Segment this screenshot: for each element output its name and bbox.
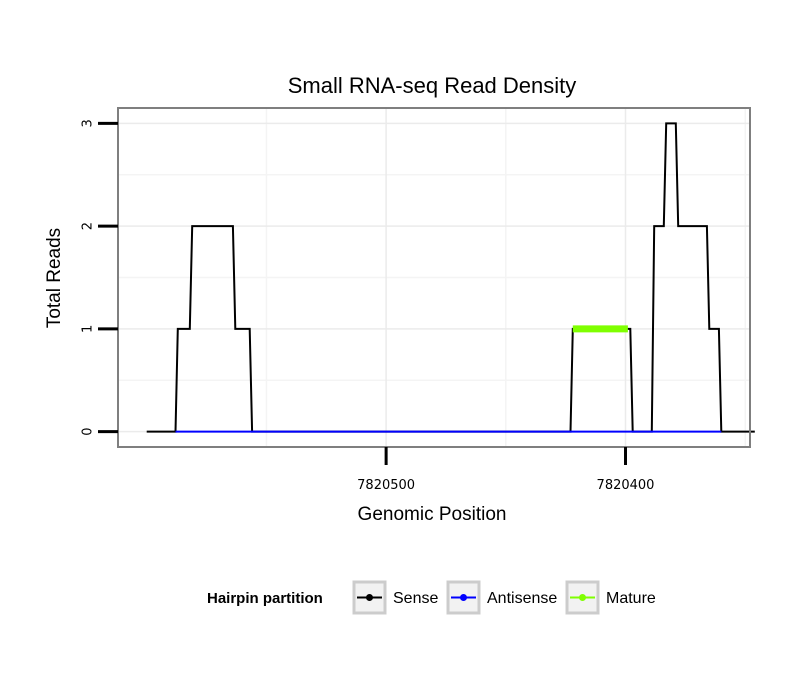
legend-label-sense: Sense [393, 590, 438, 607]
x-axis-title: Genomic Position [358, 504, 507, 525]
minor-grid [118, 108, 750, 447]
y-tick-label-2: 2 [81, 222, 96, 230]
legend-item-sense: Sense [352, 580, 438, 615]
x-axis: 7820500 7820400 [357, 447, 654, 493]
legend-label-mature: Mature [606, 590, 656, 607]
legend-label-antisense: Antisense [487, 590, 557, 607]
y-tick-label-1: 1 [81, 325, 96, 333]
y-axis: 0 1 2 3 [81, 119, 118, 436]
legend: Hairpin partition Sense Antisense Mature [207, 580, 656, 615]
legend-item-mature: Mature [565, 580, 656, 615]
legend-title: Hairpin partition [207, 590, 323, 607]
y-tick-label-0: 0 [81, 427, 96, 435]
x-tick-label-7820400: 7820400 [597, 478, 655, 493]
legend-point-antisense [460, 594, 467, 601]
chart-title: Small RNA-seq Read Density [288, 73, 577, 98]
legend-point-sense [366, 594, 373, 601]
legend-item-antisense: Antisense [446, 580, 557, 615]
series-layer [146, 122, 755, 433]
x-tick-label-7820500: 7820500 [357, 478, 415, 493]
plot-panel-border [117, 107, 751, 448]
legend-point-mature [579, 594, 586, 601]
y-axis-title: Total Reads [44, 228, 65, 328]
y-tick-label-3: 3 [81, 119, 96, 127]
